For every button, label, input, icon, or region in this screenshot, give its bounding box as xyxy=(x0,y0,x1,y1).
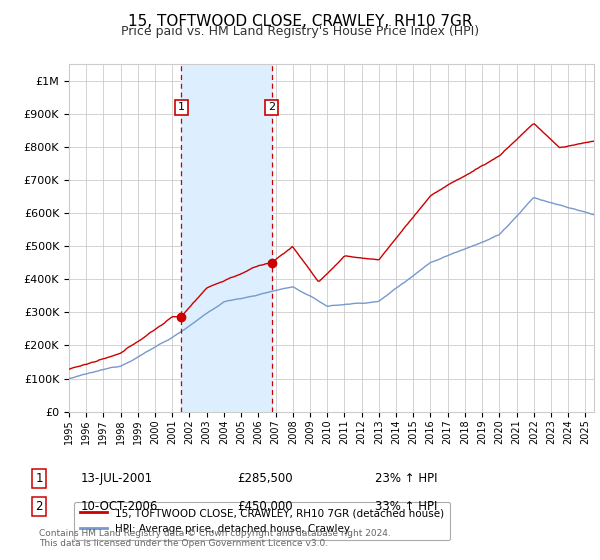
Text: 2: 2 xyxy=(268,102,275,113)
Text: Contains HM Land Registry data © Crown copyright and database right 2024.: Contains HM Land Registry data © Crown c… xyxy=(39,529,391,538)
Text: £450,000: £450,000 xyxy=(237,500,293,514)
Text: 23% ↑ HPI: 23% ↑ HPI xyxy=(375,472,437,486)
Text: This data is licensed under the Open Government Licence v3.0.: This data is licensed under the Open Gov… xyxy=(39,539,328,548)
Text: 13-JUL-2001: 13-JUL-2001 xyxy=(81,472,153,486)
Text: Price paid vs. HM Land Registry's House Price Index (HPI): Price paid vs. HM Land Registry's House … xyxy=(121,25,479,38)
Text: 1: 1 xyxy=(178,102,185,113)
Legend: 15, TOFTWOOD CLOSE, CRAWLEY, RH10 7GR (detached house), HPI: Average price, deta: 15, TOFTWOOD CLOSE, CRAWLEY, RH10 7GR (d… xyxy=(74,502,450,540)
Text: 15, TOFTWOOD CLOSE, CRAWLEY, RH10 7GR: 15, TOFTWOOD CLOSE, CRAWLEY, RH10 7GR xyxy=(128,14,472,29)
Text: 10-OCT-2006: 10-OCT-2006 xyxy=(81,500,158,514)
Text: 2: 2 xyxy=(35,500,43,514)
Text: 1: 1 xyxy=(35,472,43,486)
Text: 33% ↑ HPI: 33% ↑ HPI xyxy=(375,500,437,514)
Text: £285,500: £285,500 xyxy=(237,472,293,486)
Bar xyxy=(181,64,272,412)
